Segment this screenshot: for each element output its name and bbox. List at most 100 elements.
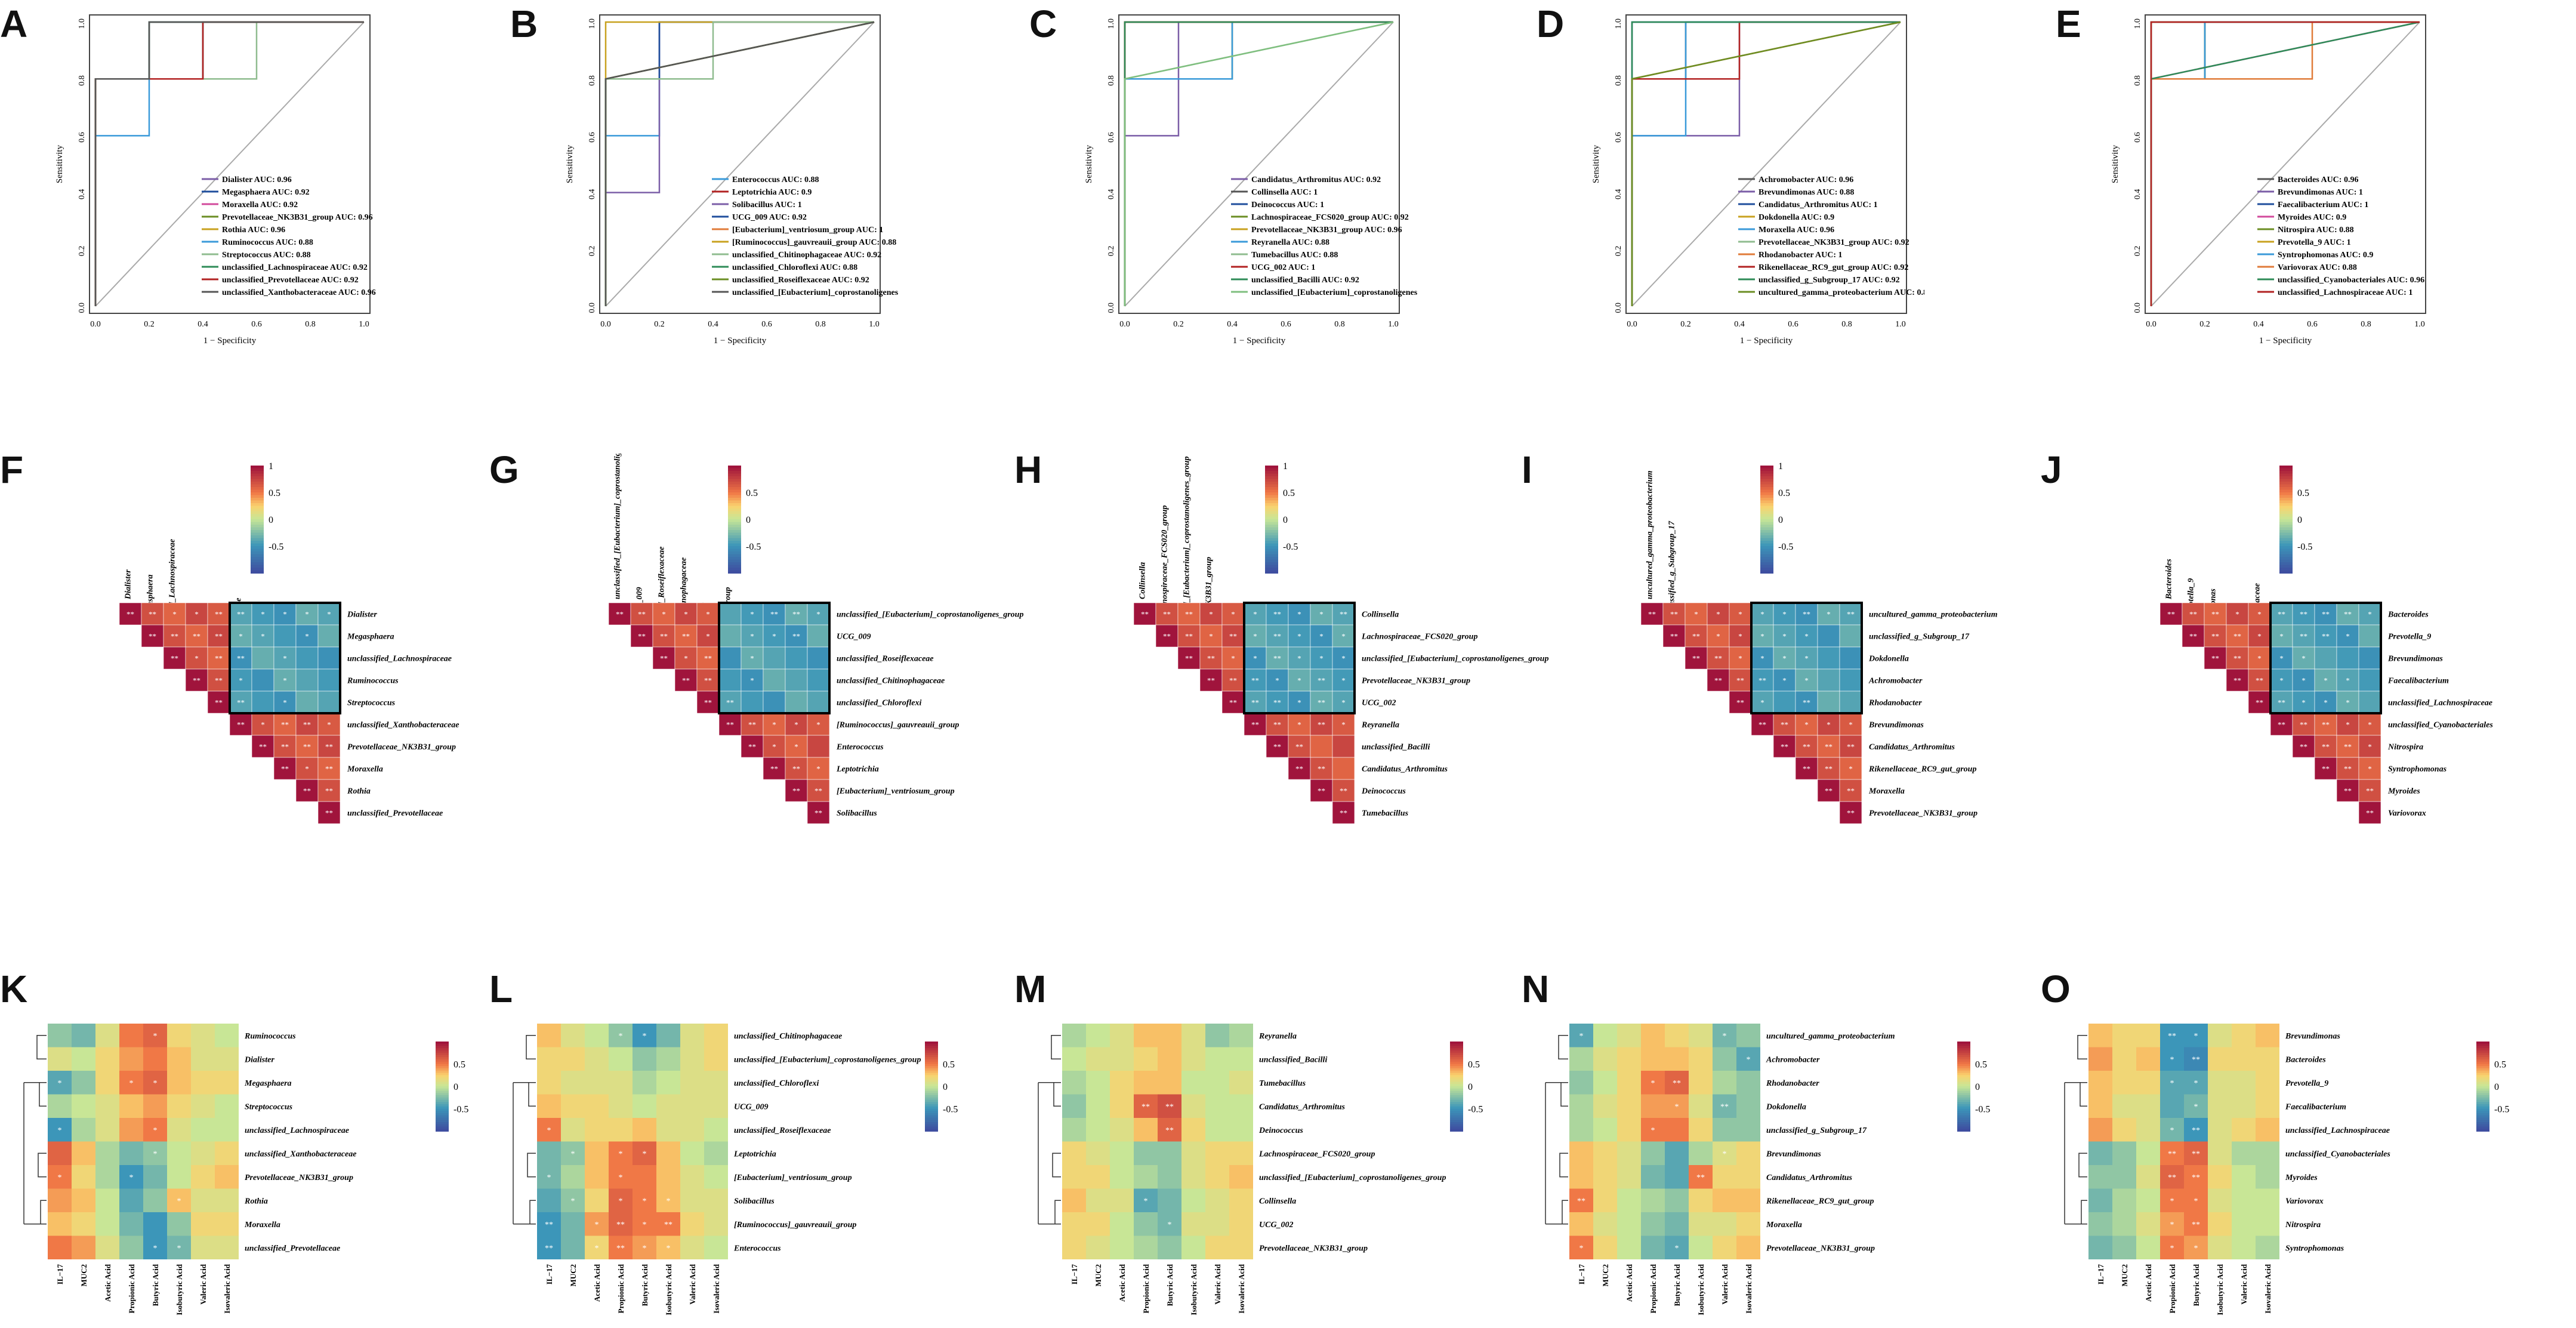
heatmap-cell (1689, 1118, 1713, 1142)
heatmap-cell (609, 1141, 633, 1165)
heatmap-cell (763, 646, 786, 670)
colorbar-tick-label: -0.5 (1778, 542, 1793, 552)
heatmap-cell (1229, 1047, 1253, 1071)
significance-mark: * (643, 1244, 647, 1253)
heatmap-cell (191, 1141, 215, 1165)
heatmap-cell (1062, 1047, 1086, 1071)
significance-mark: * (261, 720, 265, 729)
colorbar-segment (2279, 570, 2293, 574)
heatmap-cell (48, 1118, 72, 1142)
row-dendrogram (23, 1035, 47, 1225)
significance-mark: * (2170, 1244, 2174, 1253)
colorbar-tick-label: 1 (1778, 461, 1783, 472)
heatmap-cell (609, 1047, 633, 1071)
significance-mark: * (619, 1032, 623, 1041)
heatmap-cell (1158, 1235, 1181, 1259)
heatmap-cell (1593, 1024, 1617, 1047)
heatmap-cell (1795, 602, 1818, 626)
colorbar-segment (251, 468, 264, 472)
heatmap-cell (2208, 1071, 2232, 1095)
colorbar-segment (1957, 1070, 1970, 1074)
column-label: Isovaleric Acid (1744, 1264, 1753, 1313)
heatmap-cell (656, 1235, 680, 1259)
colorbar-segment (2476, 1120, 2489, 1123)
heatmap-cell (1110, 1071, 1134, 1095)
heatmap-cell (1569, 1141, 1593, 1165)
colorbar-segment (728, 543, 741, 547)
heatmap-cell (1665, 1047, 1689, 1071)
heatmap-cell (2232, 1024, 2256, 1047)
heatmap-cell (656, 1165, 680, 1189)
heatmap-cell (656, 1047, 680, 1071)
y-tick-label: 0.6 (78, 132, 87, 143)
colorbar-segment (436, 1090, 449, 1094)
heatmap-cell (1736, 1235, 1760, 1259)
significance-mark: * (1231, 654, 1235, 663)
colorbar-segment (1760, 506, 1773, 509)
colorbar-segment (728, 557, 741, 560)
column-label: MUC2 (79, 1264, 88, 1287)
colorbar-segment (251, 466, 264, 469)
heatmap-cell (2160, 1188, 2184, 1212)
heatmap-cell (807, 624, 830, 648)
row-label: unclassified_Roseiflexaceae (734, 1126, 831, 1135)
column-label: Isobutyric Acid (664, 1264, 673, 1315)
significance-mark: ** (682, 632, 690, 641)
colorbar-tick-label: 0 (1778, 515, 1783, 525)
heatmap-cell (652, 624, 675, 648)
colorbar-tick-label: 0 (2494, 1082, 2499, 1092)
heatmap-cell (741, 735, 764, 758)
colorbar-segment (1450, 1059, 1463, 1062)
heatmap-cell (1177, 646, 1201, 670)
heatmap-cell (763, 757, 786, 780)
heatmap-cell (1817, 691, 1840, 714)
colorbar-segment (728, 473, 741, 477)
x-tick-label: 0.2 (1173, 320, 1184, 329)
heatmap-cell (1266, 602, 1289, 626)
heatmap-cell (1155, 624, 1179, 648)
colorbar-tick-label: 0 (1975, 1082, 1980, 1092)
row-label: Faecalibacterium (2285, 1102, 2346, 1111)
significance-mark: * (2302, 698, 2306, 707)
colorbar-segment (1450, 1126, 1463, 1130)
heatmap-cell (1795, 713, 1818, 736)
significance-mark: ** (1803, 610, 1810, 619)
colorbar-segment (728, 535, 741, 539)
colorbar-segment (925, 1126, 938, 1130)
column-label: Bacteroides (2165, 559, 2174, 600)
colorbar-segment (925, 1093, 938, 1096)
row-label: UCG_002 (1362, 699, 1396, 708)
colorbar-segment (1760, 468, 1773, 472)
colorbar-segment (2476, 1059, 2489, 1062)
colorbar-segment (728, 559, 741, 563)
heatmap-cell (1205, 1235, 1229, 1259)
colorbar-segment (251, 543, 264, 547)
row-dendrogram (1545, 1035, 1568, 1225)
significance-mark: ** (1673, 1079, 1681, 1088)
column-label: Valeric Acid (1213, 1264, 1222, 1305)
heatmap-cell (2232, 1047, 2256, 1071)
colorbar-segment (1450, 1095, 1463, 1098)
x-tick-label: 1.0 (1388, 320, 1399, 329)
significance-mark: * (684, 610, 688, 619)
heatmap-cell (2248, 602, 2271, 626)
heatmap-cell (167, 1118, 191, 1142)
y-tick-label: 0.6 (2133, 132, 2142, 143)
significance-mark: ** (704, 654, 712, 663)
heatmap-cell (1689, 1094, 1713, 1118)
y-tick-label: 0.4 (2133, 189, 2142, 200)
significance-mark: * (129, 1079, 134, 1088)
column-label: Isobutyric Acid (2216, 1264, 2225, 1315)
heatmap-cell (2184, 1212, 2208, 1236)
significance-mark: * (750, 610, 754, 619)
heatmap-cell (1617, 1188, 1641, 1212)
significance-mark: ** (259, 742, 267, 751)
significance-mark: ** (1229, 676, 1237, 685)
heatmap-cell (1110, 1235, 1134, 1259)
colorbar-segment (1760, 484, 1773, 488)
heatmap-cell (633, 1047, 656, 1071)
heatmap-cell (2184, 1188, 2208, 1212)
heatmap-cell (215, 1141, 239, 1165)
colorbar-segment (925, 1075, 938, 1078)
column-label: Acetic Acid (2144, 1264, 2153, 1302)
